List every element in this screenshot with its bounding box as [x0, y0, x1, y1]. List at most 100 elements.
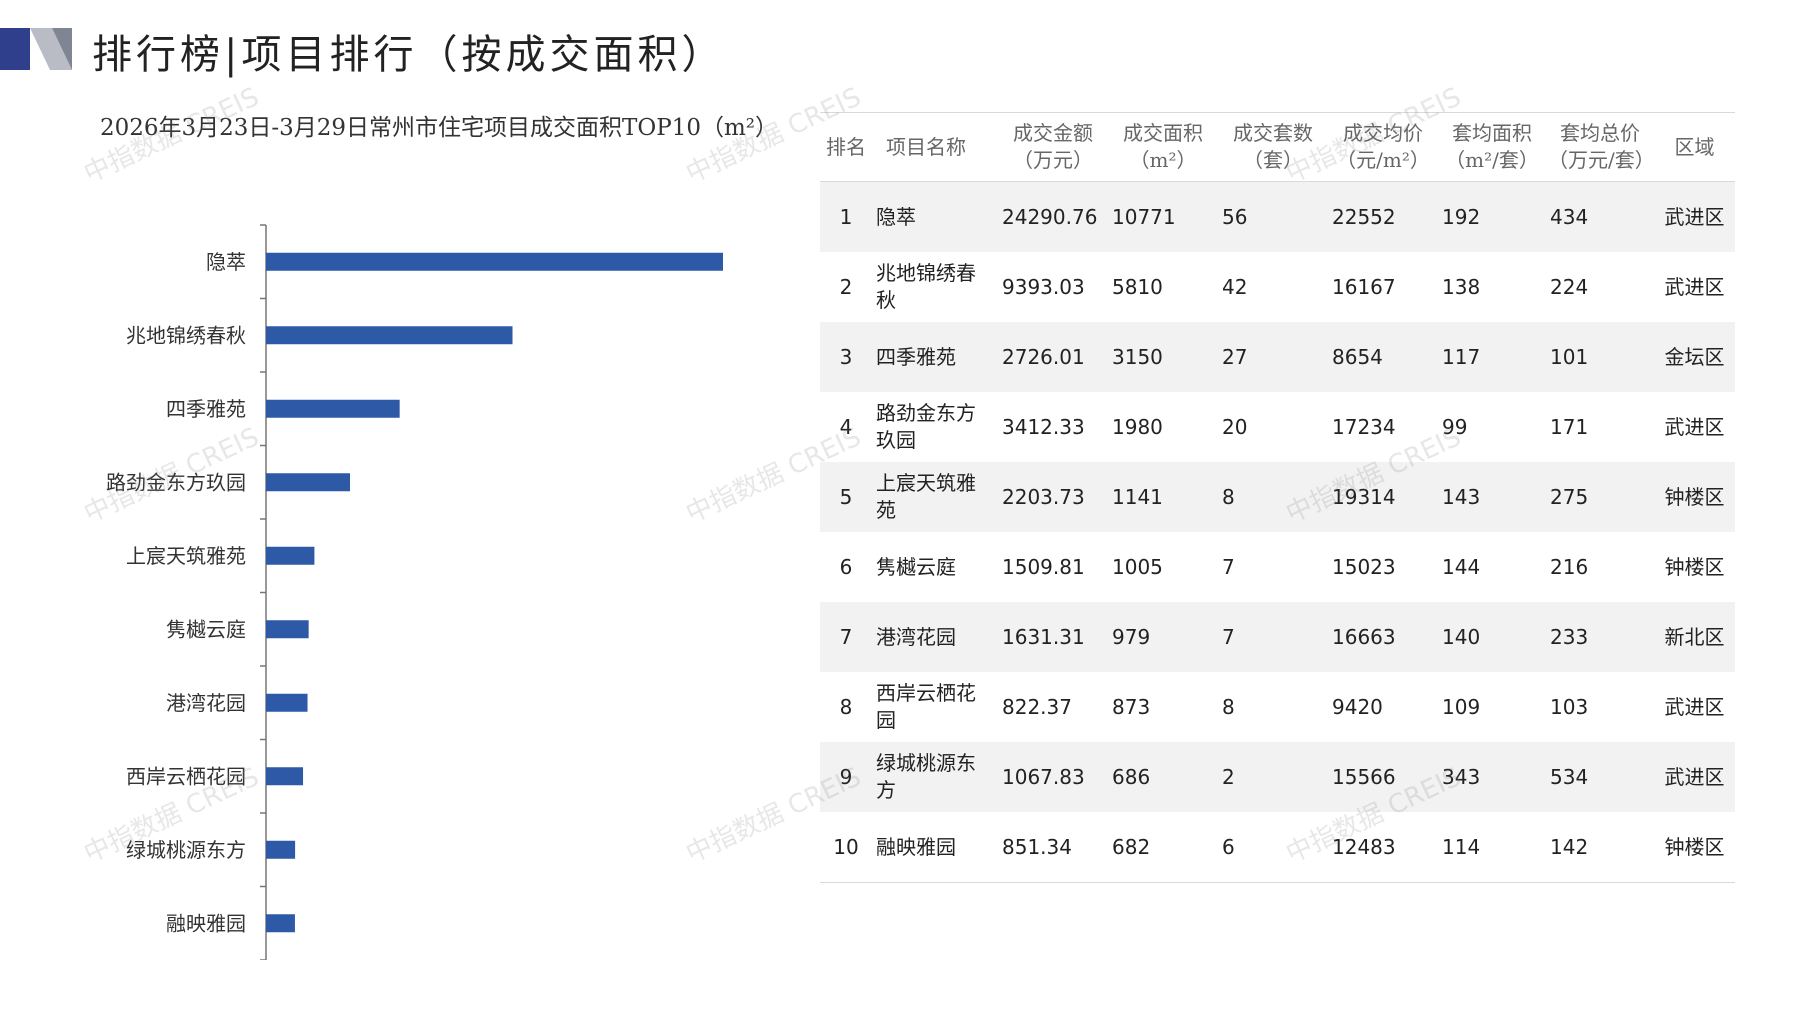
table-cell: 114 — [1438, 812, 1546, 883]
table-cell: 1067.83 — [998, 742, 1108, 812]
table-cell: 9420 — [1332, 694, 1383, 719]
table-cell: 5 — [820, 462, 872, 532]
table-cell: 686 — [1108, 742, 1218, 812]
table-cell: 17234 — [1332, 414, 1396, 439]
table-cell: 9 — [820, 742, 872, 812]
table-cell: 1141 — [1108, 462, 1218, 532]
table-header-cell: 项目名称 — [872, 112, 998, 182]
table-cell: 武进区 — [1664, 414, 1725, 439]
table-body: 1 隐萃 24290.76 10771 56 22552 192 434 武进区 2 兆地锦绣春秋 9… — [820, 181, 1735, 883]
table-row: 5 上宸天筑雅苑 2203.73 1141 8 19314 143 275 钟楼区 — [820, 462, 1735, 532]
table-cell: 钟楼区 — [1664, 554, 1725, 579]
table-cell: 534 — [1546, 742, 1654, 812]
table-cell: 2726.01 — [998, 322, 1108, 392]
header-logo-icon — [0, 28, 72, 70]
table-cell: 7 — [1218, 602, 1328, 672]
table-header-cell: 套均面积 （m²/套） — [1438, 112, 1546, 182]
table-cell: 8 — [839, 694, 853, 719]
table-cell: 16663 — [1328, 602, 1438, 672]
table-cell: 武进区 — [1654, 742, 1735, 812]
table-cell: 16167 — [1332, 274, 1396, 299]
table-cell: 343 — [1438, 742, 1546, 812]
table-cell: 8654 — [1328, 322, 1438, 392]
table-cell: 6 — [1218, 812, 1328, 883]
table-header-cell: 套均总价 （万元/套） — [1546, 112, 1655, 182]
table-cell: 138 — [1442, 274, 1481, 299]
table-cell: 216 — [1550, 554, 1589, 579]
table-row: 9 绿城桃源东方 1067.83 686 2 15566 343 534 武进区 — [820, 742, 1735, 812]
table-cell: 224 — [1550, 274, 1589, 299]
category-label: 路劲金东方玖园 — [106, 470, 246, 494]
table-cell: 2203.73 — [998, 462, 1108, 532]
table-row: 8 西岸云栖花园 822.37 873 8 9420 109 103 武进区 — [820, 672, 1735, 742]
table-cell: 隐萃 — [872, 181, 998, 252]
table-cell: 港湾花园 — [872, 602, 998, 672]
table-cell: 1005 — [1112, 554, 1163, 579]
table-header-cell: 成交均价 （元/m²） — [1328, 112, 1438, 182]
table-cell: 143 — [1438, 462, 1546, 532]
table-cell: 新北区 — [1654, 602, 1735, 672]
table-header-cell: 排名 — [820, 112, 872, 182]
table-cell: 钟楼区 — [1654, 812, 1735, 883]
table-cell: 武进区 — [1664, 694, 1725, 719]
chart-title: 2026年3月23日-3月29日常州市住宅项目成交面积TOP10（m²） — [99, 115, 779, 141]
bar-chart: 隐萃兆地锦绣春秋四季雅苑路劲金东方玖园上宸天筑雅苑隽樾云庭港湾花园西岸云栖花园绿… — [106, 224, 723, 960]
table-cell: 2 — [839, 274, 853, 299]
table-cell: 1980 — [1112, 414, 1163, 439]
table-cell: 19314 — [1328, 462, 1438, 532]
table-cell: 851.34 — [998, 812, 1108, 883]
table-cell: 979 — [1108, 602, 1218, 672]
bar — [266, 840, 296, 859]
table-row: 7 港湾花园 1631.31 979 7 16663 140 233 新北区 — [820, 602, 1735, 672]
table-cell: 56 — [1218, 181, 1328, 252]
table-cell: 6 — [839, 554, 853, 579]
bar — [266, 252, 723, 271]
category-label: 绿城桃源东方 — [126, 838, 246, 862]
category-label: 西岸云栖花园 — [126, 764, 246, 788]
table-row: 3 四季雅苑 2726.01 3150 27 8654 117 101 金坛区 — [820, 322, 1735, 392]
table-cell: 1631.31 — [998, 602, 1108, 672]
category-label: 四季雅苑 — [166, 397, 246, 421]
table-row: 6 隽樾云庭 1509.81 1005 7 15023 144 216 钟楼区 — [820, 532, 1735, 602]
category-label: 隽樾云庭 — [166, 617, 246, 641]
table-cell: 20 — [1222, 414, 1248, 439]
table-cell: 1509.81 — [1002, 554, 1085, 579]
table-cell: 武进区 — [1664, 274, 1725, 299]
table-cell: 7 — [820, 602, 872, 672]
table-cell: 3150 — [1108, 322, 1218, 392]
table-cell: 8 — [1222, 694, 1235, 719]
table-cell: 融映雅园 — [872, 812, 998, 883]
ranking-table-container: 排名 项目名称 成交金额 （万元） 成交面积 （m²） 成交套数 （套） 成交均价 （元/m²）套… — [820, 112, 1735, 883]
table-cell: 3 — [820, 322, 872, 392]
table-header-cell: 成交面积 （m²） — [1108, 112, 1218, 182]
table-cell: 144 — [1442, 554, 1481, 579]
table-cell: 隽樾云庭 — [876, 554, 956, 579]
bar — [266, 326, 513, 345]
table-cell: 2 — [1218, 742, 1328, 812]
bar — [266, 620, 309, 639]
table-cell: 绿城桃源东方 — [872, 742, 998, 812]
table-cell: 142 — [1546, 812, 1654, 883]
table-cell: 8 — [1218, 462, 1328, 532]
table-cell: 434 — [1546, 181, 1654, 252]
table-header-cell: 成交金额 （万元） — [998, 112, 1108, 182]
table-cell: 22552 — [1328, 181, 1438, 252]
bar — [266, 399, 400, 418]
table-cell: 117 — [1438, 322, 1546, 392]
table-cell: 140 — [1438, 602, 1546, 672]
bar — [266, 473, 351, 492]
bar — [266, 546, 315, 565]
table-cell: 12483 — [1328, 812, 1438, 883]
table-header-cell: 区域 — [1654, 112, 1735, 182]
table-cell: 4 — [839, 414, 853, 439]
category-label: 隐萃 — [206, 250, 246, 274]
category-label: 上宸天筑雅苑 — [126, 544, 246, 568]
ranking-table: 排名 项目名称 成交金额 （万元） 成交面积 （m²） 成交套数 （套） 成交均价 （元/m²）套… — [820, 112, 1735, 883]
table-cell: 5810 — [1112, 274, 1163, 299]
bar — [266, 914, 295, 933]
table-row: 10 融映雅园 851.34 682 6 12483 114 142 钟楼区 — [820, 812, 1735, 883]
table-cell: 101 — [1546, 322, 1654, 392]
table-cell: 15566 — [1328, 742, 1438, 812]
table-cell: 192 — [1438, 181, 1546, 252]
table-cell: 109 — [1442, 694, 1481, 719]
